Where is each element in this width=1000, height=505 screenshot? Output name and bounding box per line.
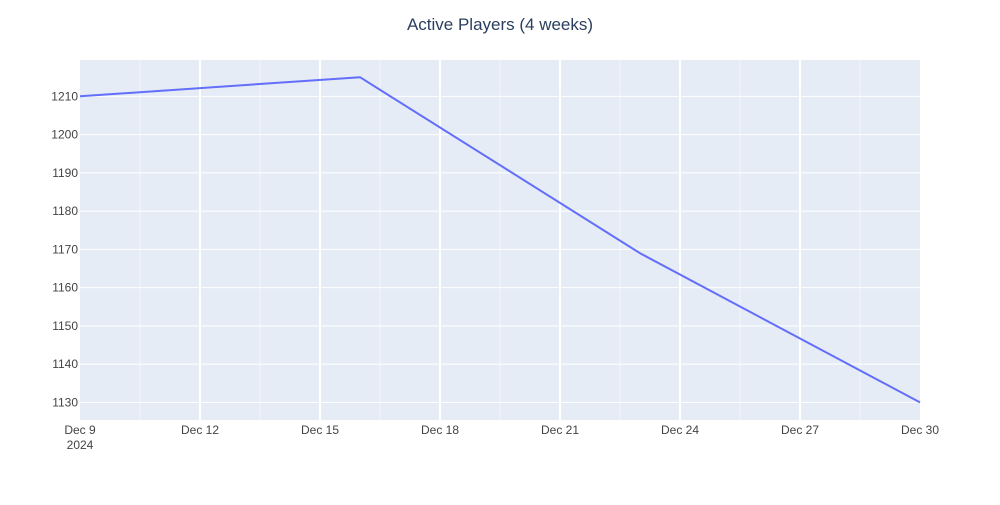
y-tick-label: 1180 [52, 204, 78, 218]
y-tick-label: 1210 [51, 89, 78, 103]
series-layer [79, 76, 921, 404]
y-tick-label: 1190 [52, 166, 78, 180]
x-tick-label: Dec 18 [421, 423, 459, 437]
x-tick-label: Dec 9 [64, 423, 96, 437]
y-tick-label: 1160 [52, 281, 78, 295]
y-tick-label: 1140 [52, 357, 78, 371]
y-tick-label: 1130 [52, 395, 78, 409]
x-tick-year-label: 2024 [67, 438, 94, 452]
x-tick-label: Dec 21 [541, 423, 579, 437]
x-tick-label: Dec 24 [661, 423, 699, 437]
y-tick-label: 1200 [51, 128, 78, 142]
series-line [79, 76, 921, 404]
y-tick-label: 1150 [52, 319, 78, 333]
x-tick-label: Dec 27 [781, 423, 819, 437]
x-tick-label: Dec 30 [901, 423, 939, 437]
x-axis-tick-labels: Dec 9 Dec 12 Dec 15 Dec 18 Dec 21 Dec 24 Dec 2… [64, 423, 939, 452]
grid-lines [80, 60, 920, 420]
x-tick-label: Dec 12 [181, 423, 219, 437]
y-tick-label: 1170 [52, 242, 78, 256]
y-axis-tick-labels: 1130 1140 1150 1160 1170 1180 1190 1200 1210 [51, 89, 78, 409]
x-tick-label: Dec 15 [301, 423, 339, 437]
chart-title: Active Players (4 weeks) [407, 15, 593, 34]
